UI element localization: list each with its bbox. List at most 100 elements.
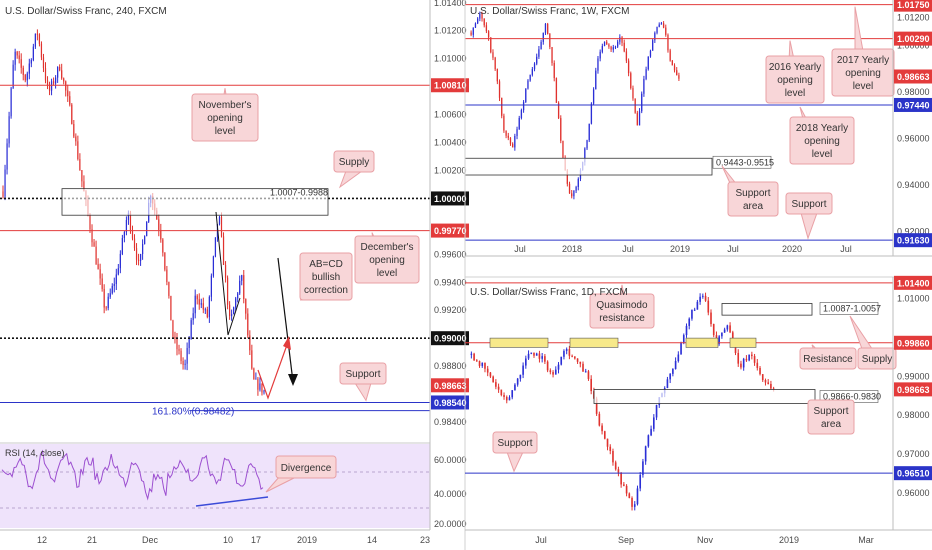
h4-candle-body [44,68,47,81]
d1-candle-body [770,383,772,389]
d1-candle-body [606,438,609,447]
callout-box [789,116,855,165]
h4-candle-body [192,313,194,321]
w1-candle-body [619,37,621,42]
d1-candle-body [481,362,484,366]
w1-candle-body [676,70,678,76]
w1-candle-body [577,178,579,187]
rsi-divergence-line [195,496,269,507]
h4-candle-body [91,229,93,243]
callout-text: opening [369,255,405,266]
h4-candle-body [235,298,237,308]
w1-candle-body [656,26,658,33]
callout-text: AB=CD [309,259,343,270]
d1-candle-body [538,353,541,359]
d1-candle-body [726,325,729,330]
w1-candle-body [498,81,501,98]
h4-time-axis[interactable]: 12 21 Dec 10 17 2019 14 23 [37,535,430,545]
h4-candle-body [113,284,115,286]
h4-candle-body [160,229,162,240]
h4-candle-body [166,269,168,283]
price-tag-text: 1.00290 [897,34,930,44]
h4-candle-body [79,159,81,171]
d1-candle-body [688,318,691,326]
h4-candle-body [71,104,73,125]
w1-candle-body [625,51,628,61]
h4-candle-body [121,238,123,254]
w1-candle-body [555,78,558,103]
d1-candle-body [642,461,644,475]
d1-price-axis[interactable]: 1.01000 0.99000 0.98000 0.97000 0.96000 1.014… [894,275,932,498]
h4-price-tick: 1.01200 [434,26,467,36]
callout-d1-supply: Supply [849,315,897,370]
d1-candle-body [617,469,620,473]
h4-candle-body [105,307,107,309]
d1-price-tick: 0.99000 [897,371,930,381]
price-tag-text: 1.00000 [434,194,467,204]
h4-candle-body [36,33,39,35]
w1-candle-body [551,47,553,63]
h4-candle-body [48,84,51,91]
price-tag-text: 0.96510 [897,469,930,479]
h4-time-tick: Dec [142,535,159,545]
d1-candle-body [712,324,715,336]
h4-candle-body [194,295,196,314]
w1-candle-body [641,93,643,112]
w1-price-axis[interactable]: 1.012001.000000.980000.960000.940000.920… [894,0,932,248]
h4-candle-body [89,214,91,230]
callout-box [727,181,779,217]
w1-zone-label: 0.9443-0.9515 [716,157,774,167]
h4-candle-body [208,296,210,318]
price-tag-text: 0.97440 [897,100,930,110]
w1-chart-title: U.S. Dollar/Swiss Franc, 1W, FXCM [470,6,629,17]
callout-box [799,347,857,370]
h4-price-axis[interactable]: 1.01400 1.01200 1.01000 1.00600 1.00400 1.002… [431,0,469,427]
w1-time-tick: 2020 [782,244,802,254]
h4-candle-body [26,73,28,81]
w1-time-axis[interactable]: Jul 2018 Jul 2019 Jul 2020 Jul [514,244,852,254]
price-tag [894,233,932,248]
w1-time-tick: 2019 [670,244,690,254]
d1-candle-body [674,361,677,369]
w1-candle-body [627,60,630,74]
h4-candle-body [202,303,204,310]
callout-text: 2016 Yearly [769,62,821,73]
abcd-pattern [215,211,298,400]
w1-candle-body [669,50,671,61]
d1-candle-body [647,435,650,447]
w1-candle-body [566,170,568,184]
d1-candle-body [486,368,489,373]
d1-candle-body [636,488,639,505]
h4-rsi-axis[interactable]: 60.0000 40.0000 20.0000 [434,455,467,529]
w1-candle-body [665,27,667,35]
h4-candle-body [24,74,26,81]
w1-candle-body [544,23,547,33]
h4-candle-body [12,64,14,89]
w1-candle-body [673,65,676,71]
w1-price-tick: 1.01200 [897,12,930,22]
w1-time-tick: Jul [514,244,526,254]
divergence-text: Divergence [281,463,332,474]
w1-zone-label-box [712,155,772,169]
d1-candle-body [612,450,614,463]
w1-candle-body [547,23,549,35]
h4-price-tick: 0.98400 [434,417,467,427]
w1-candle-body [617,41,619,47]
w1-candle-body [505,130,507,136]
w1-candle-body [549,34,551,48]
w1-candle-body [610,46,612,50]
h4-candle-body [32,46,34,60]
w1-candle-body [649,50,652,57]
h4-candle-body [253,368,255,380]
h4-zone-label: 1.0007-0.9988 [270,188,328,198]
w1-candle-body [496,69,498,82]
abcd-projection [277,257,294,383]
callout-w1-support-area: Support area [721,165,779,217]
d1-candle-body [699,296,701,302]
h4-candle-body [237,293,239,299]
d1-candle-body [761,374,764,381]
callout-abcd: AB=CD bullish correction [299,252,353,301]
d1-time-axis[interactable]: Jul Sep Nov 2019 Mar [535,535,874,545]
d1-candle-body [495,382,497,387]
h4-candle-body [18,55,20,60]
